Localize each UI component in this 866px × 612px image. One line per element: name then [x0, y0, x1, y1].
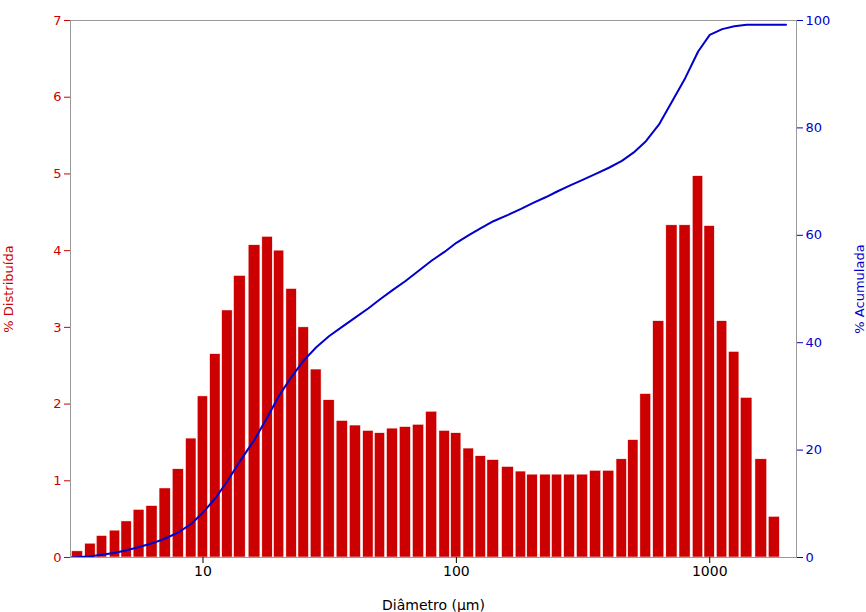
svg-text:10: 10 — [194, 563, 212, 579]
svg-text:5: 5 — [53, 166, 61, 181]
svg-text:1000: 1000 — [692, 563, 728, 579]
svg-text:% Acumulada: % Acumulada — [852, 244, 866, 333]
svg-text:100: 100 — [806, 13, 831, 28]
svg-text:% Distribuída: % Distribuída — [1, 245, 16, 332]
svg-text:7: 7 — [53, 13, 61, 28]
svg-text:100: 100 — [443, 563, 470, 579]
svg-text:20: 20 — [806, 442, 823, 457]
svg-text:0: 0 — [806, 550, 814, 565]
svg-text:40: 40 — [806, 335, 823, 350]
svg-text:4: 4 — [53, 243, 61, 258]
svg-text:60: 60 — [806, 227, 823, 242]
svg-text:6: 6 — [53, 89, 61, 104]
svg-text:2: 2 — [53, 396, 61, 411]
svg-text:1: 1 — [53, 473, 61, 488]
svg-text:3: 3 — [53, 320, 61, 335]
svg-text:80: 80 — [806, 120, 823, 135]
svg-text:0: 0 — [53, 550, 61, 565]
svg-text:Diâmetro (μm): Diâmetro (μm) — [382, 597, 485, 612]
